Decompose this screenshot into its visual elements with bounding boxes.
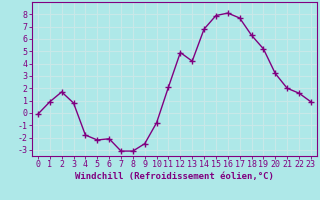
X-axis label: Windchill (Refroidissement éolien,°C): Windchill (Refroidissement éolien,°C) [75,172,274,181]
